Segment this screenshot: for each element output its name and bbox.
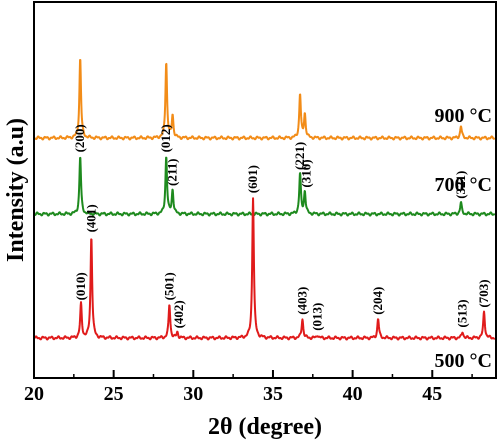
- peak-label: (403): [294, 287, 309, 315]
- series-label: 500 °C: [435, 350, 492, 372]
- peak-label: (601): [245, 165, 260, 193]
- series-labels-group: 900 °C 700 °C 500 °C: [435, 105, 492, 372]
- plot-frame: [33, 1, 497, 379]
- peak-label: (401): [83, 204, 98, 232]
- x-tick-label: 45: [422, 383, 442, 405]
- peak-label: (501): [161, 272, 176, 300]
- peak-label: (310): [298, 159, 313, 187]
- series-label: 900 °C: [435, 105, 492, 127]
- peak-label: (703): [476, 279, 491, 307]
- x-axis-ticks: 20 25 30 35 40 45: [24, 370, 473, 405]
- x-tick-label: 40: [343, 383, 363, 405]
- peak-label: (200): [72, 124, 87, 152]
- peak-labels-group: (200) (012) (211) (221)(310) (321) (010) (401)…: [72, 124, 491, 331]
- x-axis-title: 2θ (degree): [208, 414, 322, 440]
- peak-label: (211): [165, 159, 180, 186]
- peak-label: (221): [292, 142, 307, 170]
- x-tick-label: 35: [263, 383, 283, 405]
- peak-label: (321): [453, 171, 468, 199]
- y-axis-title: Intensity (a.u): [3, 118, 29, 262]
- peak-label: (513): [455, 299, 470, 327]
- peak-label: (010): [73, 272, 88, 300]
- traces-group: [33, 59, 496, 341]
- x-tick-label: 20: [24, 383, 44, 405]
- series-trace-2: [33, 197, 496, 341]
- x-tick-label: 30: [183, 383, 203, 405]
- series-label: 700 °C: [435, 174, 492, 196]
- peak-label: (402): [171, 300, 186, 328]
- series-trace-1: [34, 156, 496, 217]
- peak-label: (012): [158, 124, 173, 152]
- peak-label: (204): [370, 287, 385, 315]
- series-trace-0: [34, 59, 496, 141]
- x-tick-label: 25: [104, 383, 124, 405]
- peak-label: (013): [310, 303, 325, 331]
